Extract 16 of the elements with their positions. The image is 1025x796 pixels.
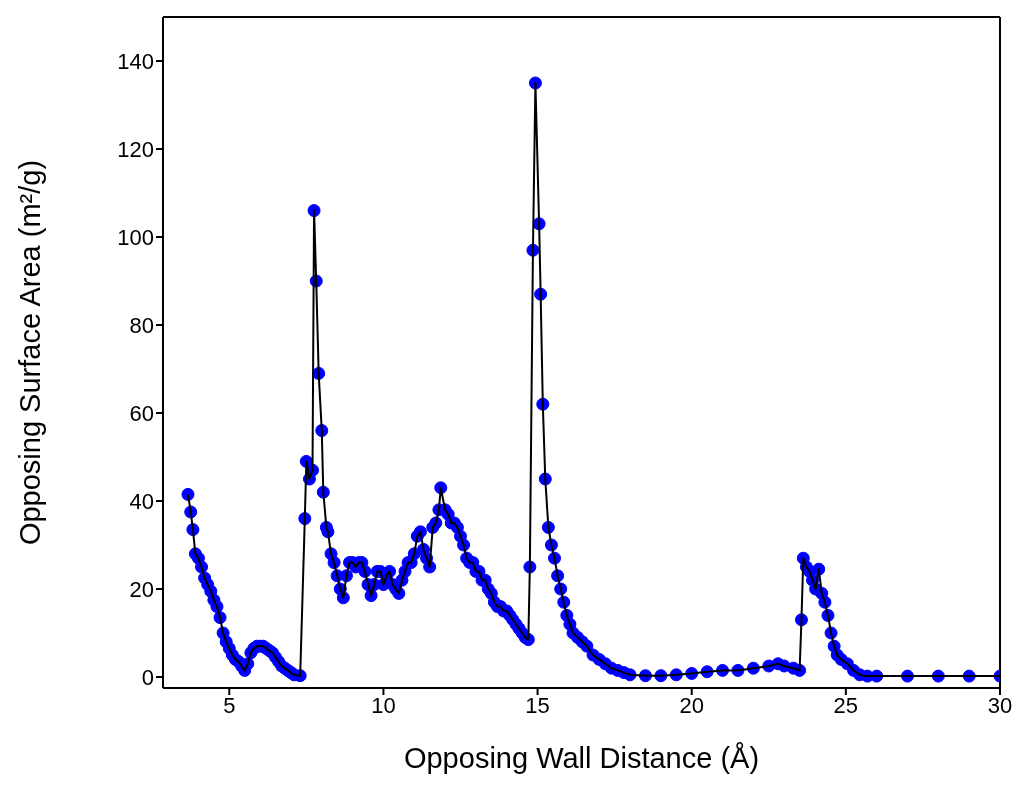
x-tick-label: 15 [525,692,550,718]
y-tick-label: 0 [141,664,154,690]
y-tick-label: 120 [117,136,154,162]
y-tick-label: 60 [129,400,154,426]
x-axis-title: Opposing Wall Distance (Å) [403,742,760,774]
y-tick-label: 80 [129,312,154,338]
y-tick-label: 20 [129,576,154,602]
y-tick-label: 40 [129,488,154,514]
x-tick-label: 25 [833,692,859,718]
x-tick-label: 20 [679,692,704,718]
x-tick-label: 30 [987,692,1013,718]
y-tick-label: 140 [117,48,154,74]
y-axis-title: Opposing Surface Area (m²/g) [14,159,47,546]
x-tick-label: 10 [371,692,396,718]
x-tick-label: 5 [223,692,236,718]
y-tick-label: 100 [117,224,154,250]
